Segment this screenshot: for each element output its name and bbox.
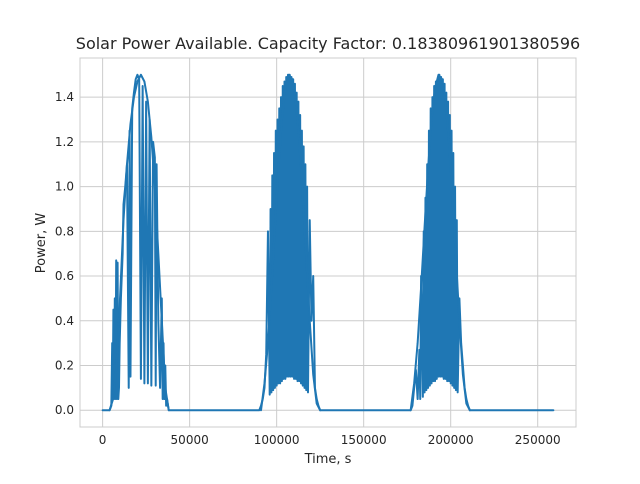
- y-tick-label: 0.8: [55, 224, 74, 238]
- x-tick-label: 0: [99, 433, 107, 447]
- x-tick-label: 150000: [341, 433, 387, 447]
- x-tick-label: 200000: [428, 433, 474, 447]
- y-tick-label: 0.2: [55, 359, 74, 373]
- x-axis-label: Time, s: [304, 452, 352, 467]
- y-tick-label: 1.0: [55, 180, 74, 194]
- y-tick-label: 0.6: [55, 269, 74, 283]
- y-axis-label: Power, W: [34, 213, 49, 274]
- series-line-1: [108, 73, 170, 412]
- y-tick-label: 1.4: [55, 90, 74, 104]
- plot-frame: [79, 57, 577, 428]
- series-line-2: [260, 73, 322, 412]
- y-tick-label: 0.0: [55, 403, 74, 417]
- series-layer: [101, 73, 555, 412]
- y-tick-label: 1.2: [55, 135, 74, 149]
- x-tick-label: 100000: [254, 433, 300, 447]
- x-tick-label: 50000: [171, 433, 209, 447]
- series-line-3: [409, 73, 471, 412]
- chart-title: Solar Power Available. Capacity Factor: …: [76, 34, 580, 53]
- tick-label-layer: 0 50000 100000 150000 200000 250000 0.0 0.2 0.4 0…: [55, 90, 561, 447]
- y-tick-label: 0.4: [55, 314, 74, 328]
- x-tick-label: 250000: [515, 433, 561, 447]
